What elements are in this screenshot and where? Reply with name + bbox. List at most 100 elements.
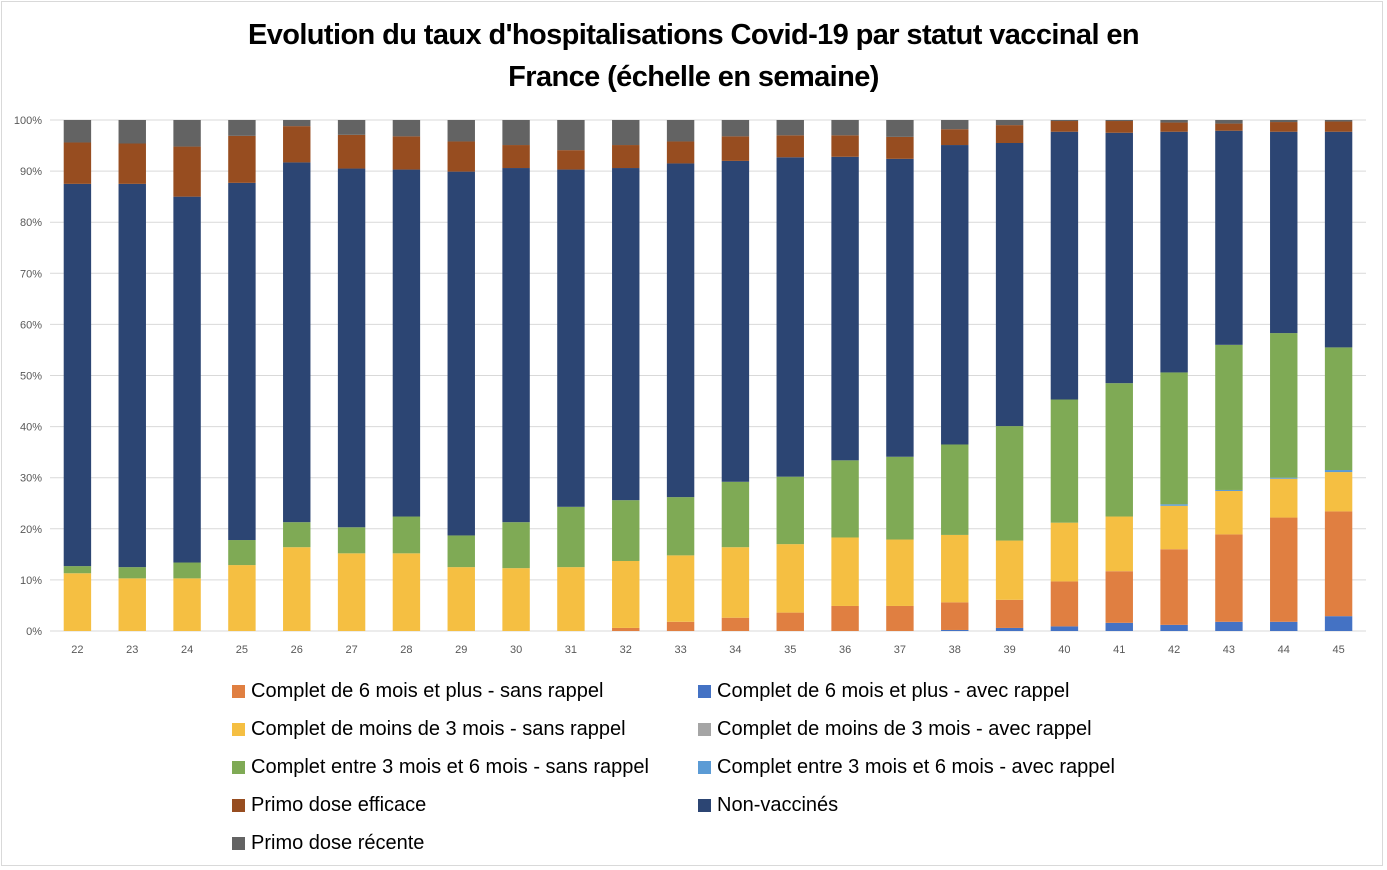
- bar-stack-week-29: [447, 120, 475, 631]
- bar-segment: [1105, 571, 1133, 623]
- bar-segment: [1215, 130, 1243, 345]
- bar-segment: [502, 522, 530, 569]
- bar-segment: [337, 527, 366, 554]
- bar-segment: [721, 136, 750, 161]
- bar-segment: [1215, 621, 1243, 631]
- x-tick-label: 32: [620, 644, 632, 656]
- bar-segment: [666, 621, 695, 631]
- bar-segment: [995, 627, 1024, 631]
- x-tick-label: 36: [839, 644, 851, 656]
- bar-segment: [228, 120, 256, 136]
- bar-segment: [612, 145, 640, 169]
- bar-segment: [447, 141, 475, 172]
- bar-segment: [557, 120, 585, 151]
- x-tick-label: 37: [894, 644, 906, 656]
- x-tick-label: 28: [400, 644, 412, 656]
- bar-stack-week-22: [63, 120, 92, 631]
- bar-stack-week-45: [1324, 120, 1353, 631]
- x-tick-label: 27: [345, 644, 357, 656]
- legend-item: Complet de moins de 3 mois - sans rappel: [232, 710, 698, 748]
- bar-segment: [337, 168, 366, 528]
- bar-segment: [776, 120, 804, 136]
- bar-segment: [63, 566, 92, 574]
- y-tick-label: 80%: [20, 217, 42, 229]
- bar-segment: [995, 426, 1024, 541]
- x-tick-label: 40: [1058, 644, 1070, 656]
- bar-segment: [392, 136, 421, 170]
- legend-label: Primo dose efficace: [251, 793, 427, 816]
- bar-segment: [173, 120, 201, 147]
- bar-segment: [63, 120, 92, 143]
- bar-segment: [721, 160, 750, 482]
- bar-segment: [776, 544, 804, 613]
- x-tick-label: 24: [181, 644, 193, 656]
- bar-segment: [886, 605, 914, 631]
- bar-segment: [283, 126, 311, 163]
- bar-segment: [118, 120, 146, 144]
- bar-segment: [941, 145, 969, 445]
- legend-swatch: [232, 684, 245, 698]
- x-tick-label: 43: [1223, 644, 1235, 656]
- bar-stack-week-35: [776, 120, 804, 631]
- bar-stack-week-26: [283, 120, 311, 631]
- bar-stack-week-24: [173, 120, 201, 631]
- bar-segment: [118, 143, 146, 184]
- bar-segment: [1270, 120, 1298, 123]
- bar-segment: [1270, 517, 1298, 622]
- bar-segment: [173, 562, 201, 579]
- bar-segment: [886, 136, 914, 159]
- stacked-bar-plot: 0% 10% 20% 30% 40% 50% 60% 70% 80% 90% 100% 22 23 24 2…: [14, 115, 1366, 656]
- bar-segment: [1160, 505, 1188, 550]
- bar-segment: [721, 547, 750, 618]
- bar-segment: [1215, 534, 1243, 622]
- legend-item: Non-vaccinés: [698, 786, 1178, 824]
- bar-segment: [1105, 516, 1133, 572]
- bar-segment: [995, 142, 1024, 427]
- bar-segment: [173, 578, 201, 631]
- bar-segment: [1050, 626, 1079, 631]
- bar-segment: [886, 539, 914, 606]
- x-tick-label: 31: [565, 644, 577, 656]
- bar-stack-week-33: [666, 120, 695, 631]
- legend-item: Primo dose récente: [232, 824, 698, 862]
- bar-segment: [502, 120, 530, 146]
- bar-segment: [831, 460, 859, 538]
- bar-segment: [721, 481, 750, 548]
- bar-segment: [283, 120, 311, 127]
- bar-segment: [1215, 123, 1243, 131]
- chart-title: Evolution du taux d'hospitalisations Cov…: [0, 14, 1387, 98]
- bar-segment: [886, 158, 914, 457]
- bar-segment: [666, 497, 695, 556]
- bar-segment: [666, 141, 695, 164]
- bar-segment: [666, 555, 695, 622]
- y-tick-label: 60%: [20, 319, 42, 331]
- legend-item: Primo dose efficace: [232, 786, 698, 824]
- bar-segment: [1324, 131, 1353, 348]
- legend-swatch: [698, 722, 711, 736]
- x-tick-label: 35: [784, 644, 796, 656]
- bar-segment: [776, 476, 804, 545]
- bar-segment: [1050, 581, 1079, 627]
- bar-segment: [995, 120, 1024, 126]
- legend-swatch: [232, 798, 245, 812]
- bar-segment: [776, 135, 804, 158]
- bar-segment: [63, 573, 92, 631]
- bar-segment: [557, 150, 585, 170]
- x-tick-label: 39: [1003, 644, 1015, 656]
- bar-segment: [447, 535, 475, 568]
- legend-swatch: [698, 798, 711, 812]
- bar-segment: [392, 120, 421, 137]
- legend-swatch: [698, 760, 711, 774]
- bar-stack-week-41: [1105, 120, 1133, 631]
- legend-item: Complet de 6 mois et plus - sans rappel: [232, 672, 698, 710]
- bar-segment: [831, 605, 859, 631]
- bar-segment: [666, 163, 695, 498]
- bar-segment: [337, 553, 366, 631]
- y-tick-label: 90%: [20, 166, 42, 178]
- bar-segment: [1215, 489, 1243, 491]
- bar-stack-week-43: [1215, 120, 1243, 631]
- bar-segment: [612, 560, 640, 628]
- bar-segment: [1105, 622, 1133, 631]
- bar-segment: [831, 135, 859, 157]
- legend-swatch: [232, 836, 245, 850]
